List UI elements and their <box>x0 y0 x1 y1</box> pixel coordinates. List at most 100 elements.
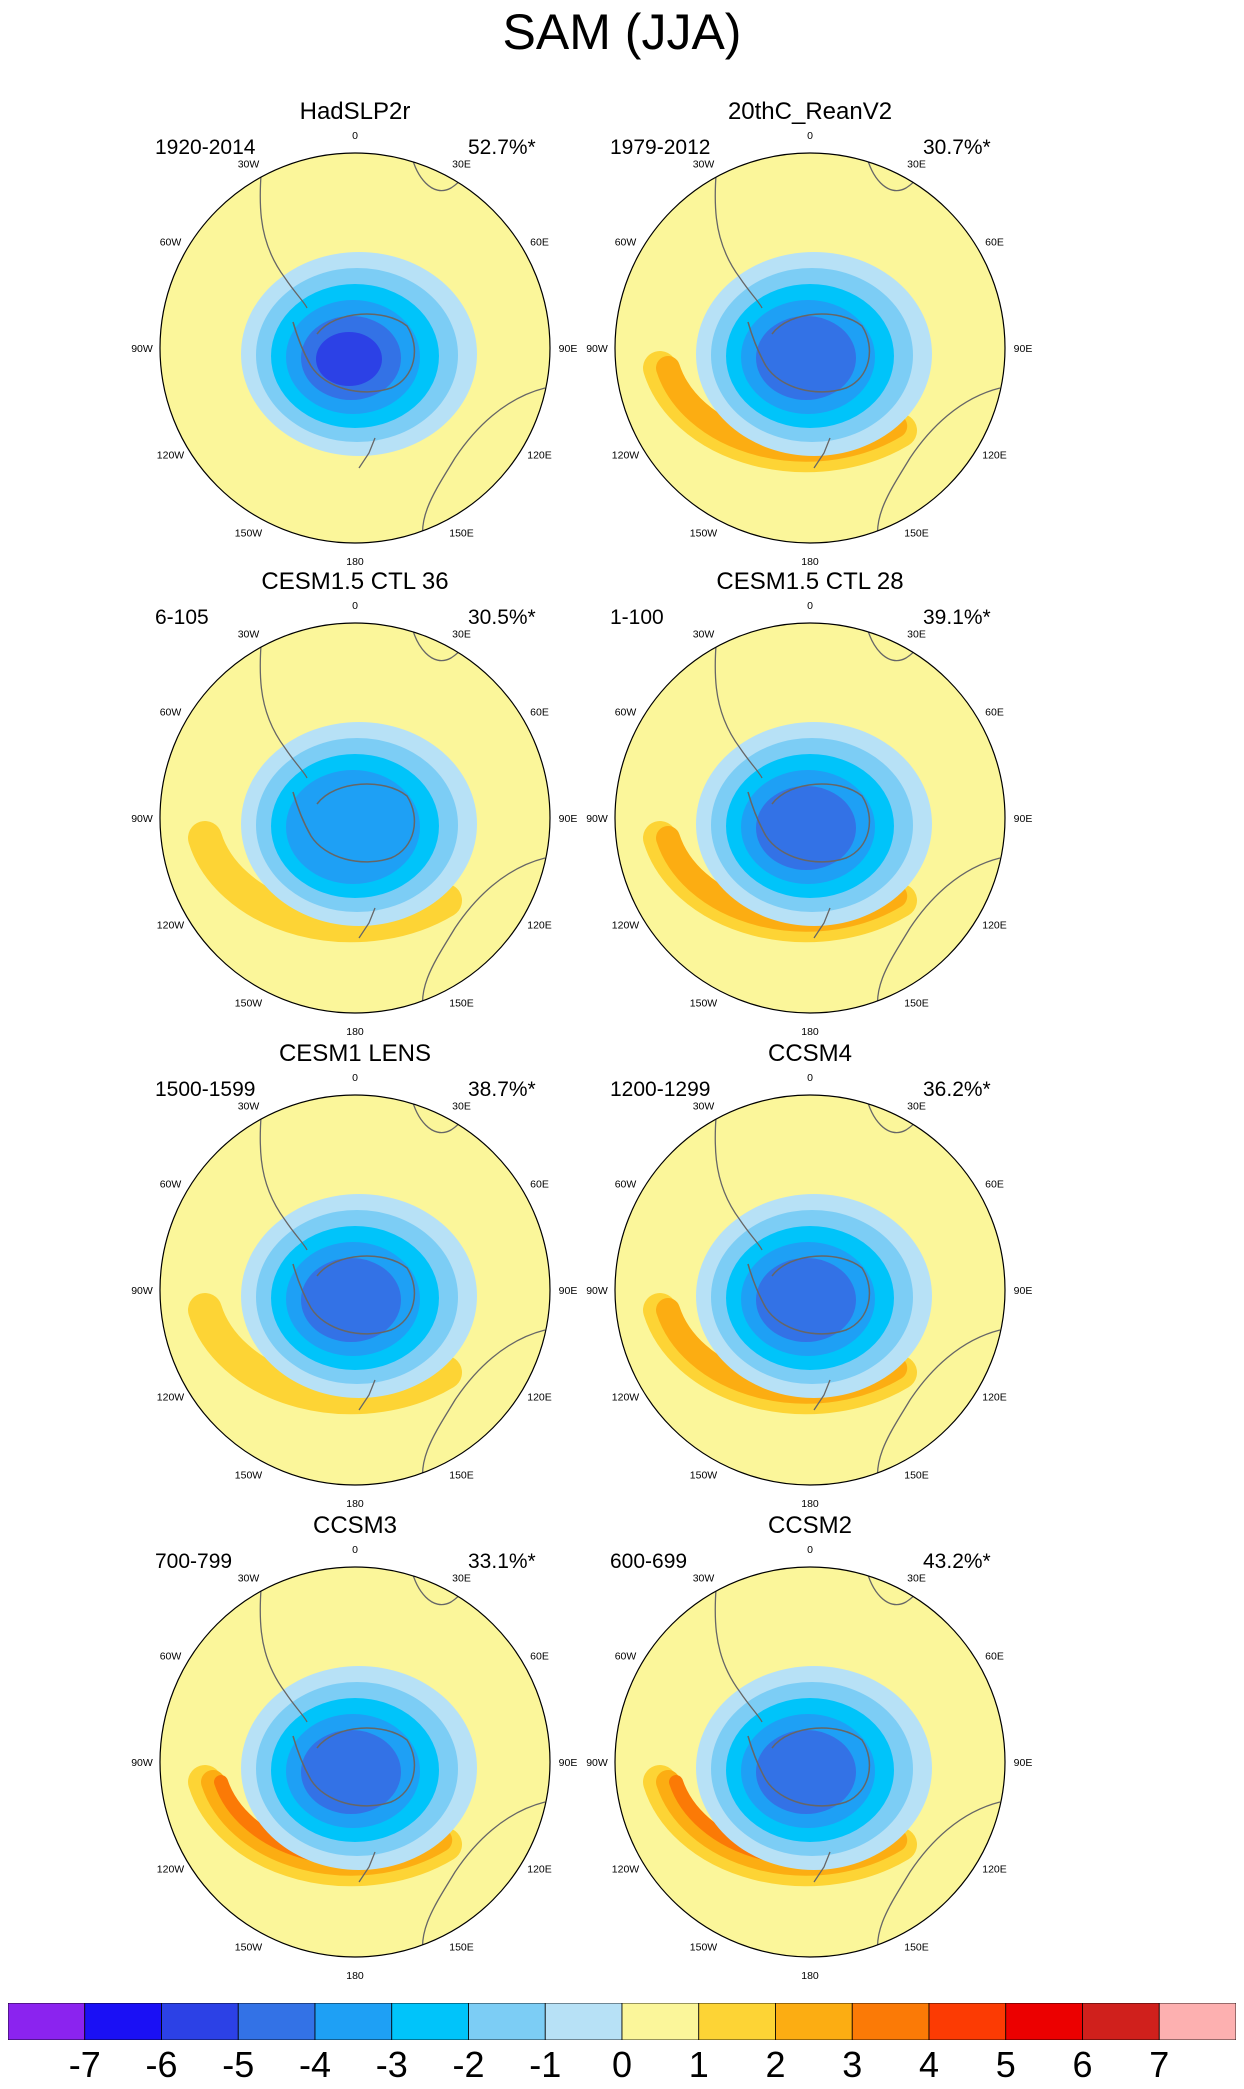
longitude-label: 120E <box>527 920 552 932</box>
australia-coastline <box>421 1329 546 1485</box>
colorbar-tick-label: 1 <box>688 2044 709 2085</box>
colorbar-tick-label: 4 <box>918 2044 940 2085</box>
longitude-label: 90W <box>586 813 608 825</box>
panel-period: 6-105 <box>155 606 209 629</box>
map-panel: CCSM4 1200-1299 36.2%* 0 30E 60E 90E 120E 150E 18… <box>570 1040 1150 1510</box>
australia-coastline <box>876 387 1001 543</box>
longitude-label: 90E <box>1014 1757 1033 1769</box>
australia-coastline <box>421 1801 546 1957</box>
map-outline <box>159 622 551 1014</box>
antarctica-coastline <box>747 313 871 393</box>
longitude-label: 180 <box>801 1026 819 1038</box>
panel-explained-variance: 33.1%* <box>468 1550 536 1573</box>
polar-stereographic-map: 0 30E 60E 90E 120E 150E 180 150W 120W 90W 60W 30W <box>131 600 577 1038</box>
colorbar-tick-label: 7 <box>1149 2044 1170 2085</box>
longitude-label: 30E <box>907 1101 926 1113</box>
longitude-label: 90W <box>131 813 153 825</box>
longitude-label: 60W <box>615 707 637 719</box>
longitude-label: 150W <box>235 1942 263 1954</box>
longitude-label: 180 <box>346 1498 364 1510</box>
colorbar <box>7 2002 1237 2041</box>
colorbar-tick-label: 0 <box>611 2044 633 2085</box>
longitude-label: 150E <box>904 1470 929 1482</box>
panel-explained-variance: 38.7%* <box>468 1078 536 1101</box>
longitude-label: 30E <box>907 1573 926 1585</box>
longitude-label: 120E <box>982 920 1007 932</box>
map-panel: 20thC_ReanV2 1979-2012 30.7%* 0 30E 60E 90E 120… <box>570 98 1150 568</box>
colorbar-tick-label: -4 <box>298 2044 332 2085</box>
longitude-label: 180 <box>346 556 364 568</box>
map-outline <box>614 1566 1006 1958</box>
map-outline <box>614 1094 1006 1486</box>
longitude-label: 120E <box>982 450 1007 462</box>
colorbar-tick-label: -1 <box>529 2044 562 2085</box>
new-zealand-coastline <box>813 1851 831 1883</box>
colorbar-tick-label: -3 <box>375 2044 408 2085</box>
colorbar-swatch <box>621 2002 700 2041</box>
colorbar-swatch <box>1005 2002 1083 2041</box>
longitude-label: 180 <box>346 1970 364 1982</box>
longitude-label: 60E <box>530 1179 549 1191</box>
longitude-label: 0 <box>352 1072 358 1084</box>
australia-coastline <box>421 857 546 1013</box>
australia-coastline <box>876 1801 1001 1957</box>
antarctica-coastline <box>292 1727 416 1807</box>
panel-title: CCSM4 <box>767 1040 852 1067</box>
longitude-label: 150W <box>690 528 718 540</box>
longitude-label: 30W <box>693 1101 715 1113</box>
longitude-label: 120W <box>157 1864 185 1876</box>
negative-anomaly-contour <box>756 786 856 870</box>
longitude-label: 120W <box>612 920 640 932</box>
colorbar-tick-label: -6 <box>145 2044 178 2085</box>
longitude-label: 0 <box>807 600 813 612</box>
polar-stereographic-map: 0 30E 60E 90E 120E 150E 180 150W 120W 90W 60W 30W <box>131 1544 578 1982</box>
longitude-label: 150E <box>904 998 929 1010</box>
antarctica-coastline <box>747 783 871 863</box>
negative-anomaly-contour <box>301 1258 401 1342</box>
longitude-label: 60W <box>160 707 182 719</box>
longitude-label: 150W <box>690 998 718 1010</box>
map-panel: CESM1.5 CTL 28 1-100 39.1%* 0 30E 60E 90E 120E 1… <box>570 568 1150 1038</box>
longitude-label: 30E <box>452 159 471 171</box>
figure-title: SAM (JJA) <box>502 4 742 60</box>
map-outline <box>614 622 1006 1014</box>
longitude-label: 180 <box>801 1970 819 1982</box>
longitude-label: 90E <box>559 1757 578 1769</box>
longitude-label: 120W <box>157 1392 185 1404</box>
longitude-label: 30W <box>693 1573 715 1585</box>
panel-title: HadSLP2r <box>299 98 411 125</box>
new-zealand-coastline <box>358 1851 376 1883</box>
colorbar-swatch <box>698 2002 776 2041</box>
colorbar-swatch <box>468 2002 546 2041</box>
longitude-label: 120W <box>612 1864 640 1876</box>
colorbar-swatch <box>1158 2002 1237 2041</box>
longitude-label: 60E <box>985 1179 1004 1191</box>
south-america-coastline <box>259 153 308 309</box>
panel-explained-variance: 30.7%* <box>923 136 991 159</box>
longitude-label: 60E <box>985 707 1004 719</box>
panel-explained-variance: 39.1%* <box>923 606 991 629</box>
longitude-label: 150W <box>690 1942 718 1954</box>
longitude-label: 30E <box>907 159 926 171</box>
south-america-coastline <box>259 623 308 779</box>
colorbar-swatch <box>161 2002 239 2041</box>
panel-period: 600-699 <box>610 1550 688 1573</box>
colorbar-tick-label: 2 <box>765 2044 786 2085</box>
panel-explained-variance: 52.7%* <box>468 136 536 159</box>
panel-title: CCSM2 <box>767 1512 852 1539</box>
longitude-label: 60W <box>160 1179 182 1191</box>
new-zealand-coastline <box>358 1379 376 1411</box>
panel-period: 1920-2014 <box>155 136 256 159</box>
colorbar-swatch <box>237 2002 316 2041</box>
longitude-label: 30W <box>693 159 715 171</box>
longitude-label: 120E <box>527 450 552 462</box>
longitude-label: 90E <box>559 1285 578 1297</box>
map-outline <box>159 152 551 544</box>
longitude-label: 150E <box>449 528 474 540</box>
south-america-coastline <box>259 1095 308 1251</box>
longitude-label: 60W <box>615 1651 637 1663</box>
panel-title: CCSM3 <box>312 1512 397 1539</box>
map-panel: CESM1 LENS 1500-1599 38.7%* 0 30E 60E 90E 120E 1… <box>115 1040 695 1510</box>
australia-coastline <box>876 857 1001 1013</box>
longitude-label: 150E <box>449 1942 474 1954</box>
